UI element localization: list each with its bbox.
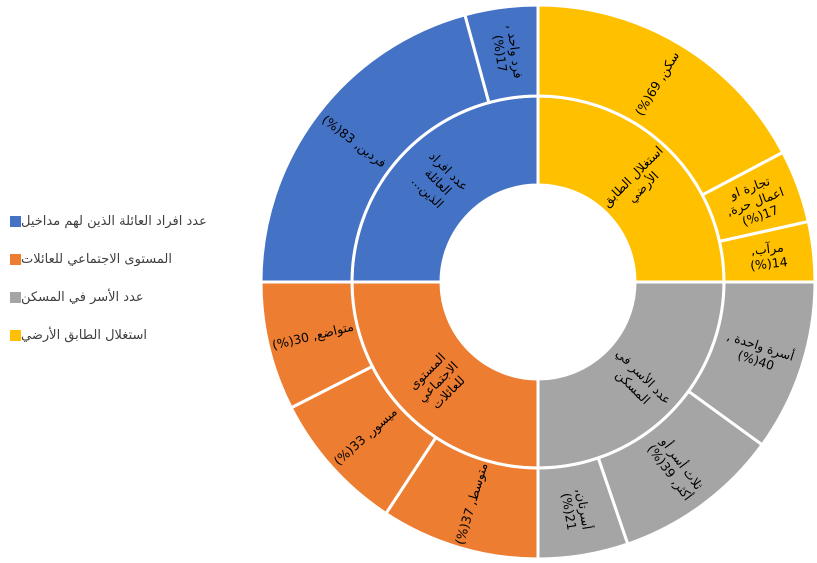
inner-ring (350, 94, 726, 470)
legend-swatch-households (10, 291, 21, 303)
legend: عدد افراد العائلة الذين لهم مداخيل المست… (4, 212, 244, 364)
legend-swatch-social-level (10, 253, 21, 265)
legend-item-social-level: المستوى الاجتماعي للعائلات (4, 250, 244, 268)
outer-segment-3-0 (259, 12, 491, 284)
legend-item-households: عدد الأسر في المسكن (4, 288, 244, 306)
legend-label-households: عدد الأسر في المسكن (21, 289, 144, 305)
outer-label-1-2: أسرتان,21(%) (558, 487, 595, 533)
legend-swatch-ground-floor (10, 329, 21, 341)
outer-label-0-2: مرآب,14(%) (748, 239, 789, 273)
legend-label-social-level: المستوى الاجتماعي للعائلات (21, 251, 172, 267)
legend-item-income-members: عدد افراد العائلة الذين لهم مداخيل (4, 212, 244, 230)
legend-swatch-income-members (10, 215, 21, 227)
outer-label-3-1: فرد واحد ,17(%) (489, 24, 526, 82)
outer-ring (259, 3, 817, 561)
legend-label-income-members: عدد افراد العائلة الذين لهم مداخيل (21, 213, 207, 229)
outer-segment-3-1 (463, 3, 540, 105)
legend-label-ground-floor: استغلال الطابق الأرضي (21, 327, 148, 343)
legend-item-ground-floor: استغلال الطابق الأرضي (4, 326, 244, 344)
